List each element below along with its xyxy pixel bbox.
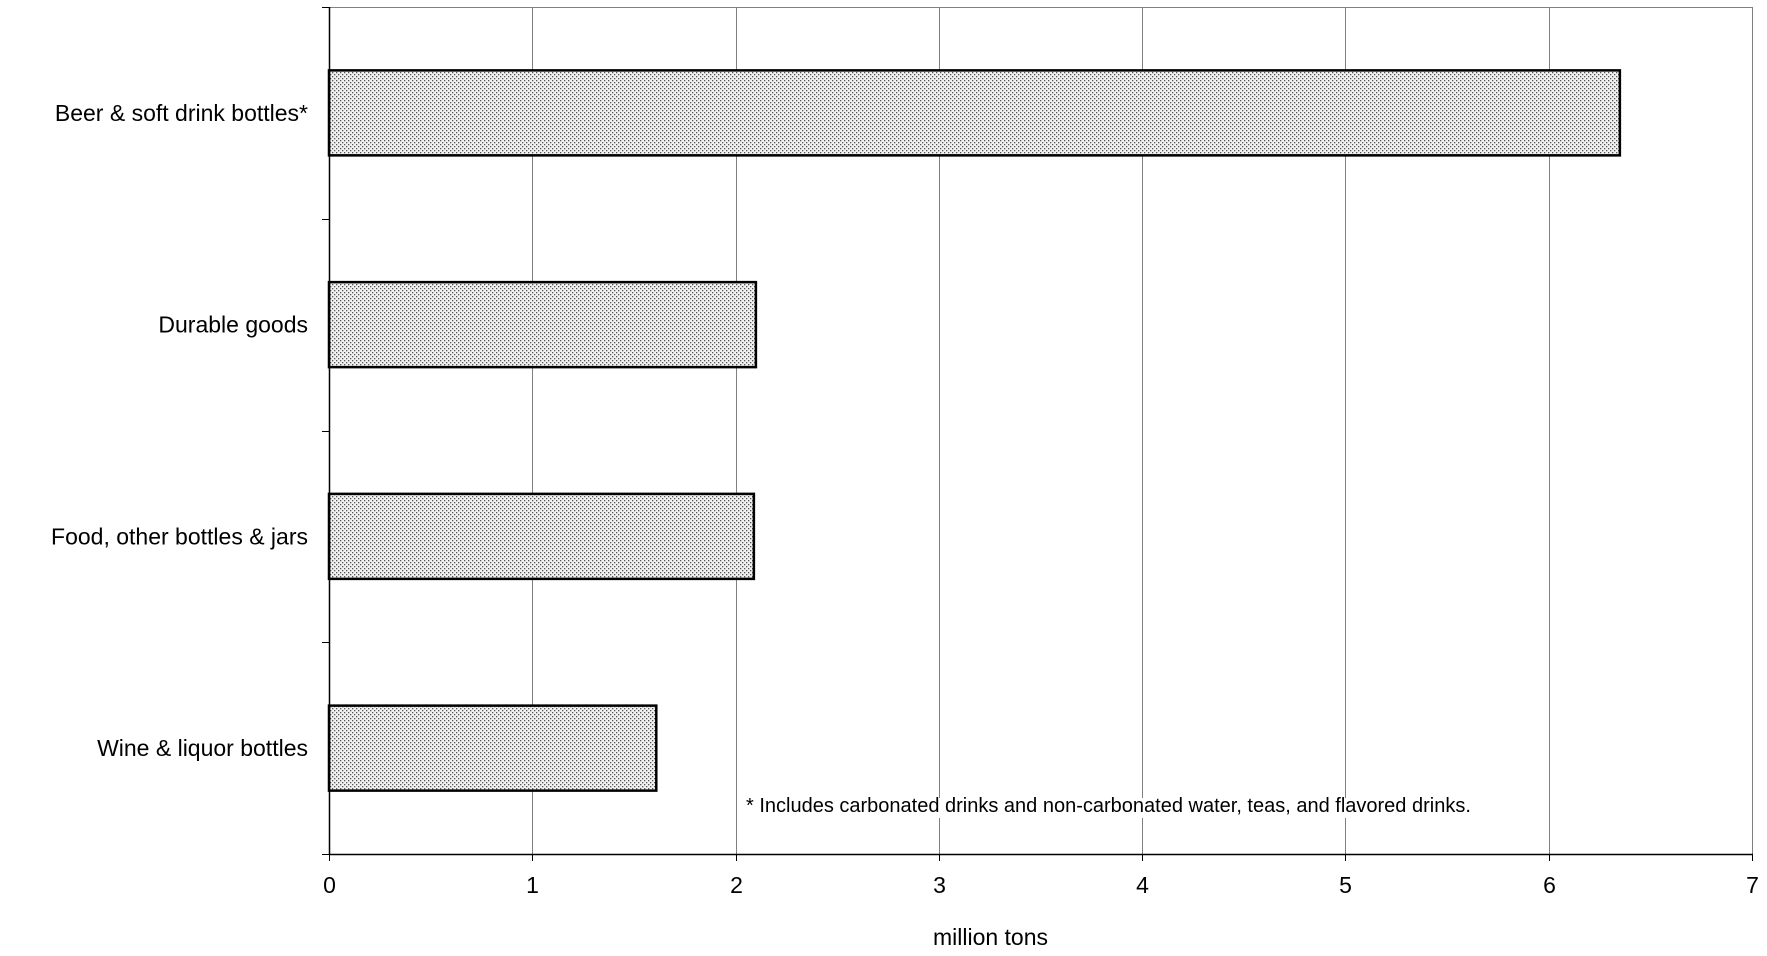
x-tick-label: 2 — [730, 872, 743, 898]
x-tick-label: 3 — [933, 872, 946, 898]
bar — [327, 492, 756, 581]
x-tick-label: 7 — [1746, 872, 1759, 898]
x-axis-title: million tons — [933, 924, 1048, 950]
x-tick-label: 5 — [1339, 872, 1352, 898]
axes — [322, 7, 1753, 861]
category-label: Food, other bottles & jars — [51, 523, 308, 549]
x-tick-label: 4 — [1136, 872, 1149, 898]
x-tick-label: 1 — [526, 872, 539, 898]
bar — [327, 69, 1622, 157]
category-label: Durable goods — [158, 312, 308, 338]
bars — [327, 69, 1622, 792]
category-label: Wine & liquor bottles — [97, 735, 308, 761]
footnote: * Includes carbonated drinks and non-car… — [746, 795, 1471, 817]
labels: Beer & soft drink bottles* Durable goods F… — [51, 100, 1759, 898]
bar — [327, 280, 758, 369]
category-label: Beer & soft drink bottles* — [55, 100, 308, 126]
x-tick-label: 0 — [323, 872, 336, 898]
footnote-background — [742, 798, 1475, 818]
bar — [327, 704, 658, 792]
annotations: * Includes carbonated drinks and non-car… — [742, 795, 1475, 950]
x-tick-label: 6 — [1543, 872, 1556, 898]
